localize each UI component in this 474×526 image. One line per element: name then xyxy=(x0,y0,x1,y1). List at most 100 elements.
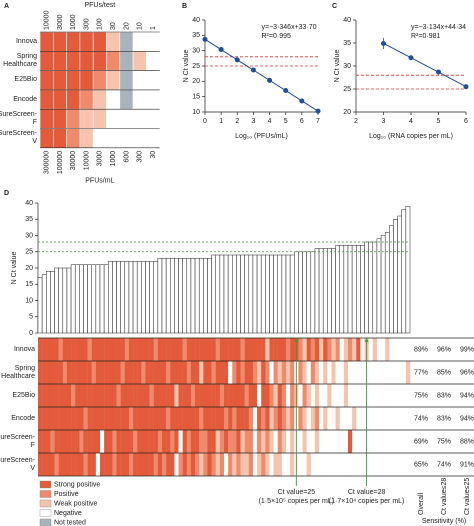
bar xyxy=(339,245,345,334)
heatmap-cell xyxy=(128,407,134,430)
heatmap-cell xyxy=(211,407,216,430)
heatmap-cell xyxy=(376,384,382,407)
bar xyxy=(153,261,159,334)
heatmap-cell xyxy=(215,453,221,476)
heatmap-cell xyxy=(302,384,307,407)
heatmap-cell xyxy=(385,407,390,430)
x-tick-label: 1 xyxy=(219,118,223,125)
sensitivity-value: 94% xyxy=(460,392,474,399)
heatmap-cell xyxy=(146,50,160,71)
heatmap-cell xyxy=(368,361,373,384)
heatmap-cell xyxy=(348,430,353,453)
heatmap-cell xyxy=(79,338,84,361)
bar xyxy=(186,258,192,334)
x-tick-label: 30 xyxy=(150,151,157,159)
heatmap-cell xyxy=(310,453,316,476)
heatmap-cell xyxy=(215,407,221,430)
x-tick-label: 300 xyxy=(137,151,144,163)
heatmap-cell xyxy=(54,361,59,384)
heatmap-cell xyxy=(91,338,97,361)
heatmap-cell xyxy=(372,407,378,430)
heatmap-cell xyxy=(306,384,311,407)
heatmap-cell xyxy=(79,430,84,453)
row-label: E25Bio xyxy=(14,76,37,84)
heatmap-cell xyxy=(62,384,68,407)
heatmap-cell xyxy=(116,384,121,407)
heatmap-cell xyxy=(71,407,76,430)
heatmap-cell xyxy=(95,361,101,384)
heatmap-cell xyxy=(381,384,386,407)
heatmap-cell xyxy=(211,361,216,384)
x-tick-label: 5 xyxy=(284,118,288,125)
heatmap-cell xyxy=(132,89,147,110)
heatmap-cell xyxy=(368,453,373,476)
bar xyxy=(58,267,64,334)
sensitivity-value: 96% xyxy=(460,369,474,376)
heatmap-cell xyxy=(95,338,101,361)
heatmap-cell xyxy=(372,453,378,476)
row-label: E25Bio xyxy=(12,391,35,399)
heatmap-cell xyxy=(269,453,274,476)
heatmap-cell xyxy=(211,453,216,476)
heatmap-cell xyxy=(261,430,266,453)
heatmap-cell xyxy=(95,430,101,453)
heatmap-cell xyxy=(356,384,361,407)
heatmap-cell xyxy=(224,407,229,430)
heatmap-cell xyxy=(273,453,278,476)
heatmap-cell xyxy=(66,361,72,384)
bar xyxy=(393,219,398,334)
heatmap-cell xyxy=(66,89,81,110)
heatmap-cell xyxy=(178,338,183,361)
heatmap-cell xyxy=(319,430,324,453)
heatmap-cell xyxy=(92,70,107,91)
bar xyxy=(120,261,126,334)
heatmap-cell xyxy=(190,430,196,453)
heatmap-cell xyxy=(119,128,134,149)
heatmap-cell xyxy=(141,338,146,361)
bar xyxy=(149,261,154,334)
heatmap-cell xyxy=(290,453,295,476)
heatmap-cell xyxy=(92,31,107,52)
annotation-text: Ct value=25 xyxy=(278,489,316,496)
r-squared: R²=0·981 xyxy=(411,33,440,40)
top-tick-label: 30 xyxy=(110,22,117,30)
heatmap-cell xyxy=(149,407,154,430)
heatmap-cell xyxy=(100,384,105,407)
heatmap-cell xyxy=(106,108,121,129)
heatmap-cell xyxy=(269,407,274,430)
x-tick-label: 6 xyxy=(300,118,304,125)
heatmap-cell xyxy=(306,453,311,476)
legend-swatch xyxy=(39,518,52,526)
heatmap-cell xyxy=(203,407,208,430)
point xyxy=(218,46,224,52)
heatmap-cell xyxy=(182,361,187,384)
heatmap-cell xyxy=(232,384,237,407)
heatmap-cell xyxy=(79,108,94,129)
bar xyxy=(310,251,316,334)
x-tick-label: 4 xyxy=(268,118,272,125)
heatmap-cell xyxy=(352,338,357,361)
heatmap-cell xyxy=(401,453,407,476)
heatmap-cell xyxy=(162,338,167,361)
heatmap-cell xyxy=(261,361,266,384)
bar xyxy=(203,258,208,334)
heatmap-cell xyxy=(120,384,125,407)
x-tick-label: 100000 xyxy=(57,151,64,174)
heatmap-cell xyxy=(352,430,357,453)
heatmap-cell xyxy=(310,407,316,430)
heatmap-cell xyxy=(178,361,183,384)
heatmap-cell xyxy=(120,407,125,430)
heatmap-cell xyxy=(132,50,147,71)
point xyxy=(315,108,321,114)
heatmap-cell xyxy=(133,453,138,476)
heatmap-cell xyxy=(199,430,204,453)
heatmap-cell xyxy=(265,384,270,407)
heatmap-cell xyxy=(281,453,287,476)
heatmap-cell xyxy=(310,384,316,407)
heatmap-cell xyxy=(128,453,134,476)
heatmap-cell xyxy=(58,430,63,453)
heatmap-cell xyxy=(323,407,328,430)
heatmap-cell xyxy=(58,361,63,384)
heatmap-cell xyxy=(104,338,109,361)
heatmap-cell xyxy=(119,70,134,91)
